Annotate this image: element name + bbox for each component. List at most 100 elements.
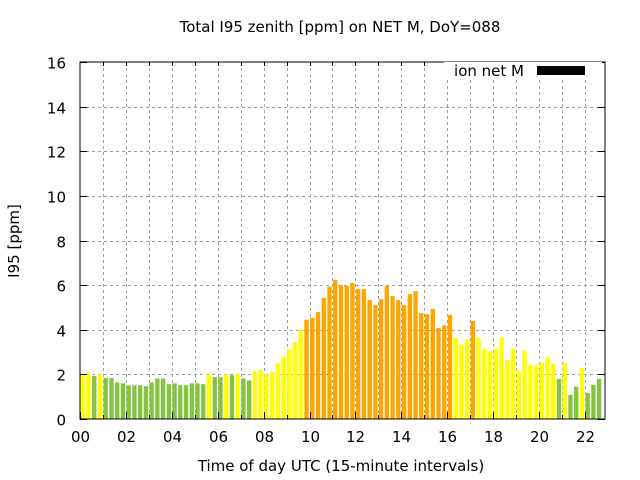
legend: ion net M [444, 62, 602, 80]
bar [436, 327, 441, 419]
bar [126, 385, 131, 419]
bar [292, 342, 298, 419]
bar [275, 363, 281, 419]
bar [333, 279, 338, 419]
bar [378, 299, 384, 419]
bar [172, 383, 177, 419]
bar [109, 377, 114, 419]
bar [120, 383, 126, 419]
x-tick-label: 20 [530, 428, 549, 446]
bar [269, 372, 275, 419]
bar [298, 329, 303, 419]
bar [115, 382, 120, 419]
bar [103, 377, 108, 419]
bar [252, 371, 258, 419]
bar [487, 351, 493, 419]
x-tick-label: 00 [71, 428, 90, 446]
bar [539, 362, 544, 419]
bar [367, 300, 372, 419]
bar [149, 382, 154, 419]
bar [419, 313, 424, 419]
bar [545, 357, 550, 419]
bar [224, 374, 229, 420]
y-tick-labels: 0 2 4 6 8 10 12 14 16 [47, 55, 66, 430]
bar [430, 309, 435, 419]
bar [356, 289, 361, 419]
bar [246, 380, 252, 419]
y-tick-label: 14 [47, 100, 66, 118]
bar [201, 384, 206, 419]
x-tick-label: 06 [209, 428, 228, 446]
bar [396, 300, 401, 419]
x-tick-label: 12 [346, 428, 365, 446]
bar [143, 386, 149, 419]
bar [465, 339, 470, 419]
bar [264, 374, 269, 420]
bar [344, 286, 349, 419]
y-tick-label: 2 [56, 367, 66, 385]
x-tick-labels: 00 02 04 06 08 10 12 14 16 18 20 22 [71, 428, 595, 446]
bar [579, 367, 585, 419]
bar [442, 325, 447, 419]
bar [304, 319, 309, 419]
bar [528, 364, 533, 419]
bar [591, 384, 596, 419]
x-axis-label: Time of day UTC (15-minute intervals) [197, 457, 484, 475]
bar [321, 297, 326, 419]
bar [137, 385, 143, 419]
y-tick-label: 16 [47, 55, 66, 73]
legend-label: ion net M [454, 62, 524, 80]
bar [241, 378, 246, 419]
plot-frame [79, 61, 606, 420]
x-tick-label: 16 [438, 428, 457, 446]
bar [258, 369, 263, 419]
bar [338, 285, 344, 420]
bar [453, 337, 458, 419]
bar [287, 349, 292, 419]
bar [551, 363, 556, 419]
bar [350, 282, 355, 419]
y-axis-label: I95 [ppm] [5, 204, 23, 278]
bar [155, 378, 160, 419]
y-tick-label: 12 [47, 144, 66, 162]
bar [390, 296, 395, 419]
bar [86, 373, 91, 419]
bar [556, 378, 562, 419]
y-tick-label: 0 [56, 412, 66, 430]
bar [310, 317, 315, 419]
chart-title: Total I95 zenith [ppm] on NET M, DoY=088 [179, 18, 501, 36]
bar [92, 375, 97, 419]
bar [585, 392, 590, 419]
bar [447, 315, 453, 419]
bar [516, 370, 522, 419]
bar [424, 314, 430, 419]
bar [212, 377, 217, 419]
bar [499, 337, 504, 419]
bar [505, 360, 510, 419]
bar [80, 374, 85, 420]
bar [470, 321, 476, 419]
bar [574, 386, 579, 419]
bar [373, 305, 378, 419]
bar [493, 349, 499, 419]
bar [195, 383, 200, 419]
bar [384, 286, 390, 419]
bar [97, 374, 103, 420]
bar [178, 385, 183, 419]
axis-ticks [80, 62, 605, 420]
bar [206, 374, 212, 420]
x-tick-label: 18 [484, 428, 503, 446]
bar [476, 337, 481, 419]
bar [166, 384, 172, 419]
bar [361, 289, 367, 419]
bar [315, 311, 321, 419]
bar [407, 294, 412, 419]
bar [229, 375, 235, 419]
legend-swatch [537, 66, 585, 75]
bar [568, 394, 573, 419]
x-tick-label: 02 [117, 428, 136, 446]
bar [183, 385, 189, 419]
bar [459, 344, 464, 419]
y-tick-label: 10 [47, 189, 66, 207]
bar [413, 291, 418, 419]
